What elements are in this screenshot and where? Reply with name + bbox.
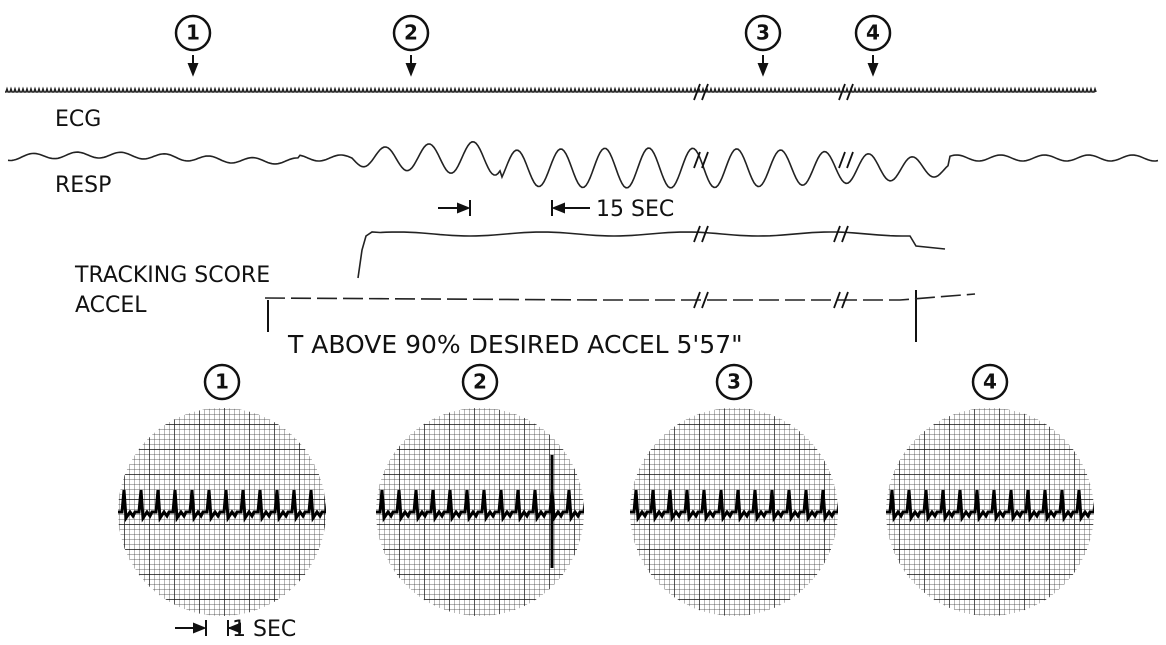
caption: T ABOVE 90% DESIRED ACCEL 5'57" [287, 330, 743, 359]
marker-number: 3 [756, 21, 770, 45]
scope-number: 4 [983, 370, 997, 394]
marker-arrow [869, 55, 877, 74]
marker-arrow [759, 55, 767, 74]
scope-number: 2 [473, 370, 487, 394]
marker-arrow [189, 55, 197, 74]
ecg-label: ECG [55, 107, 101, 132]
accel-trace [265, 294, 975, 300]
scope [376, 408, 597, 616]
resp-label: RESP [55, 173, 111, 198]
resp-trace [8, 142, 1158, 188]
scope-number: 1 [215, 370, 229, 394]
scope-scale: 1 SEC [232, 617, 296, 642]
marker-number: 4 [866, 21, 880, 45]
scope [118, 408, 339, 616]
scope [630, 408, 851, 616]
marker-arrow [407, 55, 415, 74]
figure: ECG RESP TRACKING SCORE ACCEL T ABOVE 90… [0, 0, 1166, 645]
scope-number: 3 [727, 370, 741, 394]
break-mark [694, 292, 708, 308]
break-mark [839, 152, 853, 168]
marker-number: 1 [186, 21, 200, 45]
resp-scale: 15 SEC [596, 197, 674, 222]
scope [886, 408, 1107, 616]
break-mark [834, 226, 848, 242]
marker-number: 2 [404, 21, 418, 45]
ecg-trace [5, 89, 1096, 92]
break-mark [694, 226, 708, 242]
accel-label: ACCEL [75, 293, 147, 318]
tracking-label: TRACKING SCORE [74, 263, 270, 288]
tracking-trace [358, 232, 945, 278]
